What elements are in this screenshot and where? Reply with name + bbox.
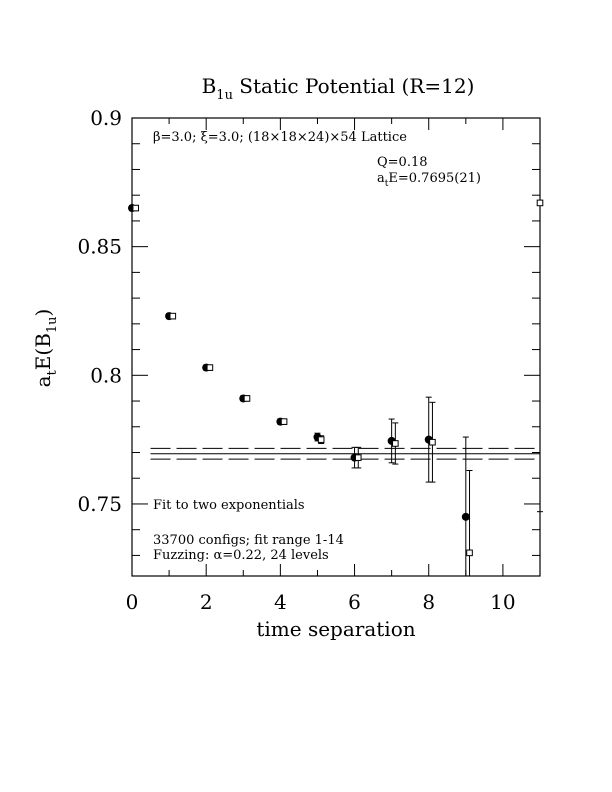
fit-description: Fit to two exponentials <box>153 498 305 513</box>
q-value-annotation: Q=0.18 <box>377 155 428 170</box>
y-tick-label: 0.9 <box>90 106 122 130</box>
fit-band <box>150 447 540 460</box>
y-axis-label: atE(B1u) <box>31 309 60 388</box>
y-tick-label: 0.85 <box>77 235 122 259</box>
data-point-open-square <box>243 395 251 402</box>
data-point-open-square <box>536 199 544 207</box>
axis-ticks <box>131 117 541 576</box>
fit-energy-annotation: atE=0.7695(21) <box>377 171 481 189</box>
data-point-open-square <box>429 438 436 446</box>
data-point-open-square <box>132 204 140 212</box>
data-markers <box>128 199 544 557</box>
data-point-open-square <box>466 549 473 557</box>
chart-title: B1u Static Potential (R=12) <box>202 74 475 103</box>
data-point-open-square <box>317 436 325 443</box>
x-tick-label: 10 <box>490 590 515 614</box>
fuzzing-annotation: Fuzzing: α=0.22, 24 levels <box>153 548 329 563</box>
y-tick-label: 0.8 <box>90 363 122 387</box>
x-tick-label: 0 <box>126 590 139 614</box>
y-tick-label: 0.75 <box>77 492 122 516</box>
data-point-open-square <box>392 440 399 447</box>
data-point-open-square <box>354 454 362 461</box>
x-tick-label: 4 <box>274 590 287 614</box>
data-point-filled-circle <box>461 512 470 521</box>
data-point-open-square <box>206 364 214 371</box>
x-tick-label: 8 <box>422 590 435 614</box>
data-point-open-square <box>280 418 288 425</box>
lattice-annotation: β=3.0; ξ=3.0; (18×18×24)×54 Lattice <box>153 130 407 145</box>
data-point-open-square <box>169 312 177 320</box>
configs-annotation: 33700 configs; fit range 1-14 <box>153 533 344 548</box>
x-axis-label: time separation <box>256 617 415 641</box>
x-tick-label: 6 <box>348 590 361 614</box>
y-tick-labels: 0.9 0.85 0.8 0.75 <box>77 106 122 516</box>
x-tick-label: 2 <box>200 590 213 614</box>
x-tick-labels: 0 2 4 6 8 10 <box>126 590 516 614</box>
